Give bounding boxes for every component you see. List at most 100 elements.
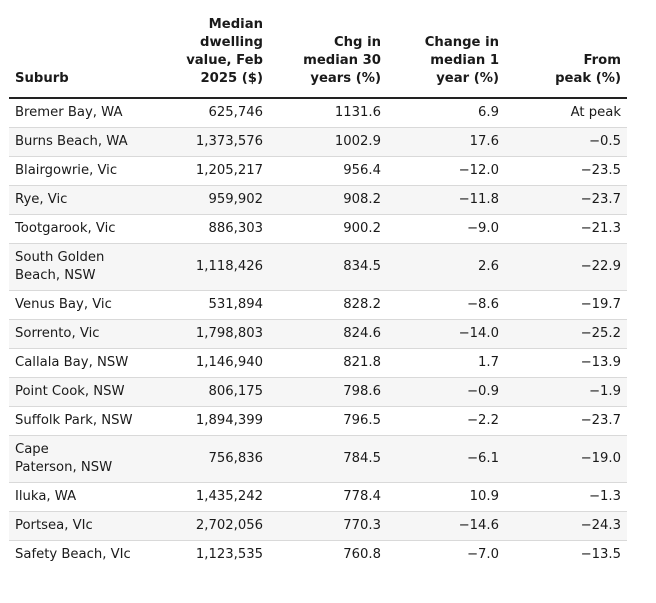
cell-median-value: 1,123,535 — [195, 547, 263, 562]
table-row: Portsea, VIc 2,702,056 770.3 −14.6 −24.3 — [9, 511, 627, 541]
cell-from-peak: At peak — [505, 98, 627, 128]
header-line: Change in — [424, 35, 499, 50]
table-body: Bremer Bay, WA 625,746 1131.6 6.9 At peak Bur… — [9, 98, 627, 569]
cell-chg-1-year: −7.0 — [466, 547, 499, 562]
table-row: Point Cook, NSW 806,175 798.6 −0.9 −1.9 — [9, 377, 627, 407]
table-row: South Golden Beach, NSW 1,118,426 834.5 2.6−… — [9, 243, 627, 291]
header-line: year (%) — [436, 71, 499, 86]
cell-median-value: 1,798,803 — [151, 319, 269, 349]
table-row: Bremer Bay, WA 625,746 1131.6 6.9 At peak — [9, 98, 627, 128]
cell-chg-1-year: −8.6 — [387, 290, 505, 320]
table-row: Rye, Vic 959,902 908.2 −11.8 −23.7 — [9, 185, 627, 215]
cell-from-peak: −13.9 — [505, 348, 627, 378]
cell-chg-30-years: 824.6 — [269, 319, 387, 349]
table-row: Cape Paterson, NSW 756,836 784.5 −6.1 −19.0 — [9, 435, 627, 483]
cell-chg-1-year: 17.6 — [387, 127, 505, 157]
cell-suburb: South Golden Beach, NSW — [9, 243, 151, 291]
table-row: Suffolk Park, NSW 1,894,399 796.5 −2.2 −23.7 — [9, 406, 627, 436]
cell-chg-30-years: 956.4 — [269, 156, 387, 186]
header-line: dwelling — [200, 35, 263, 50]
table-row: Tootgarook, Vic 886,303 900.2 −9.0 −21.3 — [9, 214, 627, 244]
cell-median-value: 1,146,940 — [151, 348, 269, 378]
cell-chg-1-year: −12.0 — [387, 156, 505, 186]
header-line: peak (%) — [555, 71, 621, 86]
cell-from-peak: −13.5 — [580, 547, 621, 562]
cell-chg-1-year: −2.2 — [387, 406, 505, 436]
cell-from-peak: −19.0 — [505, 435, 627, 483]
cell-median-value: 1,205,217 — [151, 156, 269, 186]
table-row: Venus Bay, Vic 531,894 828.2 −8.6 −19.7 — [9, 290, 627, 320]
cell-suburb: Callala Bay, NSW — [9, 348, 151, 378]
cell-suburb: Blairgowrie, Vic — [9, 156, 151, 186]
cell-chg-30-years: 778.4 — [269, 482, 387, 512]
cell-chg-30-years: 798.6 — [269, 377, 387, 407]
cell-suburb: Portsea, VIc — [9, 511, 151, 541]
cell-suburb: Suffolk Park, NSW — [9, 406, 151, 436]
header-line: median 1 — [430, 53, 499, 68]
cell-chg-30-years: 1002.9 — [269, 127, 387, 157]
cell-median-value: 756,836 — [151, 435, 269, 483]
header-line: years (%) — [310, 71, 381, 86]
cell-chg-30-years: 784.5 — [269, 435, 387, 483]
cell-chg-30-years: 821.8 — [269, 348, 387, 378]
cell-suburb: Point Cook, NSW — [9, 377, 151, 407]
col-header-chg-1-year: Change in median 1 year (%) — [387, 16, 505, 99]
cell-suburb: Sorrento, Vic — [9, 319, 151, 349]
cell-chg-30-years: 796.5 — [269, 406, 387, 436]
cell-suburb: Iluka, WA — [9, 482, 151, 512]
header-line: Median — [208, 17, 263, 32]
col-header-median-value: Median dwelling value, Feb 2025 ($) — [151, 16, 269, 99]
cell-chg-1-year: −14.0 — [387, 319, 505, 349]
cell-suburb: Venus Bay, Vic — [9, 290, 151, 320]
cell-median-value: 959,902 — [151, 185, 269, 215]
cell-chg-1-year: −14.6 — [387, 511, 505, 541]
cell-from-peak: −1.3 — [505, 482, 627, 512]
suburb-growth-table: Suburb Median dwelling value, Feb 2025 ($) Ch… — [9, 16, 627, 569]
cell-chg-30-years: 1131.6 — [269, 98, 387, 128]
table-row: Iluka, WA 1,435,242 778.4 10.9 −1.3 — [9, 482, 627, 512]
cell-from-peak: −23.7 — [505, 406, 627, 436]
header-line: value, Feb — [186, 53, 263, 68]
cell-chg-30-years: 760.8 — [343, 547, 381, 562]
cell-median-value: 531,894 — [151, 290, 269, 320]
table-row: Burns Beach, WA 1,373,576 1002.9 17.6 −0.5 — [9, 127, 627, 157]
cell-suburb: Safety Beach, VIc — [15, 547, 131, 562]
cell-suburb: Rye, Vic — [9, 185, 151, 215]
cell-median-value: 806,175 — [151, 377, 269, 407]
cell-chg-1-year: 1.7 — [387, 348, 505, 378]
cell-chg-1-year: −11.8 — [387, 185, 505, 215]
header-line: Chg in — [333, 35, 381, 50]
col-header-chg-30-years: Chg in median 30 years (%) — [269, 16, 387, 99]
table-row: Callala Bay, NSW 1,146,940 821.8 1.7 −13.9 — [9, 348, 627, 378]
cell-chg-1-year: 6.9 — [387, 98, 505, 128]
cell-suburb: Cape Paterson, NSW — [9, 435, 151, 483]
cell-chg-1-year: −0.9 — [387, 377, 505, 407]
cell-chg-30-years: 834.5 — [269, 243, 387, 291]
cell-median-value: 2,702,056 — [151, 511, 269, 541]
cell-from-peak: −21.3 — [505, 214, 627, 244]
cell-median-value: 625,746 — [151, 98, 269, 128]
cell-suburb: Tootgarook, Vic — [9, 214, 151, 244]
cell-from-peak: −0.5 — [505, 127, 627, 157]
cell-chg-30-years: 900.2 — [269, 214, 387, 244]
cell-median-value: 1,435,242 — [151, 482, 269, 512]
cell-median-value: 1,373,576 — [151, 127, 269, 157]
col-header-from-peak: From peak (%) — [505, 16, 627, 99]
header-line: From — [583, 53, 621, 68]
cell-chg-1-year: −9.0 — [387, 214, 505, 244]
cell-median-value: 886,303 — [151, 214, 269, 244]
col-header-suburb: Suburb — [9, 16, 151, 99]
cell-from-peak: −19.7 — [505, 290, 627, 320]
cell-from-peak: −23.7 — [505, 185, 627, 215]
header-row: Suburb Median dwelling value, Feb 2025 ($) Ch… — [9, 16, 627, 99]
cell-median-value: 1,894,399 — [151, 406, 269, 436]
cell-from-peak: −22.9 — [505, 243, 627, 291]
header-line: Suburb — [15, 71, 69, 86]
cell-suburb: Bremer Bay, WA — [9, 98, 151, 128]
cell-chg-30-years: 908.2 — [269, 185, 387, 215]
cell-median-value: 1,118,426 — [151, 243, 269, 291]
cell-chg-30-years: 828.2 — [269, 290, 387, 320]
table-row: Safety Beach, VIc 1,123,535 760.8 −7.0 −13.5 — [9, 541, 627, 570]
cell-chg-30-years: 770.3 — [269, 511, 387, 541]
